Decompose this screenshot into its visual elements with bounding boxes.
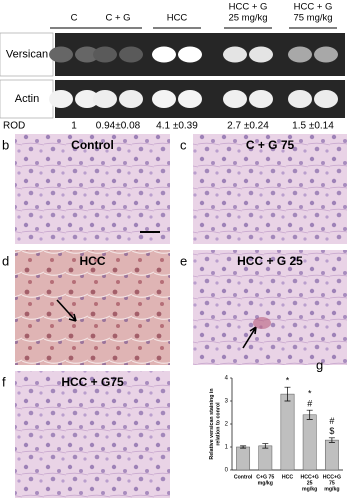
band	[119, 46, 143, 63]
panel-title: Control	[71, 138, 114, 152]
rod-value: 4.1 ±0.39	[156, 121, 198, 132]
band	[314, 46, 338, 63]
histology-image	[15, 134, 170, 244]
lane-label: 75 mg/kg	[293, 13, 332, 24]
band	[93, 46, 117, 63]
band	[178, 90, 202, 108]
error-bar	[284, 386, 291, 402]
error-bar	[306, 409, 313, 420]
stain	[253, 317, 271, 329]
panel-letter: g	[316, 357, 323, 372]
panel-title: HCC + G 25	[237, 254, 303, 268]
y-tick-label: 0	[225, 468, 229, 474]
y-axis-label-line: relation to conrol	[216, 402, 222, 446]
panel-letter: b	[2, 137, 9, 152]
histology-image	[193, 134, 347, 244]
panel-title: HCC + G75	[61, 375, 124, 389]
bar	[280, 393, 295, 471]
error-bar	[328, 437, 335, 443]
histology-image	[15, 250, 170, 365]
band	[223, 90, 247, 108]
error-bar	[262, 443, 269, 449]
band	[152, 46, 176, 63]
bar	[324, 439, 339, 471]
row-label-box	[0, 32, 54, 77]
y-axis-label: Relative versican staining inrelation to…	[209, 388, 222, 459]
band	[75, 90, 99, 108]
significance-mark: $	[329, 426, 334, 436]
significance-mark: *	[308, 389, 312, 399]
band	[93, 90, 117, 108]
arrow	[56, 299, 77, 322]
panel-title: C + G 75	[246, 138, 295, 152]
x-tick-label: mg/kg	[258, 480, 273, 486]
row-label: Actin	[15, 93, 39, 105]
histology-image	[15, 371, 170, 498]
lane-label: HCC	[167, 13, 188, 24]
band	[223, 46, 247, 63]
rod-value: 0.94±0.08	[96, 121, 141, 132]
panel-letter: e	[180, 253, 187, 268]
significance-mark: #	[307, 399, 312, 409]
band	[152, 90, 176, 108]
histology-image	[193, 250, 347, 365]
x-tick-label: Control	[234, 474, 253, 480]
x-tick-label: 75	[329, 480, 335, 486]
rod-value: 1.5 ±0.14	[292, 121, 334, 132]
panel-letter: c	[180, 137, 187, 152]
x-tick-label: C+G 75	[256, 474, 274, 480]
band	[49, 90, 73, 108]
y-tick-label: 3	[225, 399, 229, 405]
band	[288, 90, 312, 108]
x-tick-label: 25	[307, 480, 313, 486]
lane-label: HCC + G	[294, 2, 333, 13]
panel-letter: f	[2, 374, 6, 389]
significance-mark: *	[286, 376, 290, 386]
band	[288, 46, 312, 63]
x-tick-label: mg/kg	[302, 486, 317, 492]
rod-label: ROD	[3, 121, 25, 132]
lane-label: C	[71, 13, 78, 24]
lane-label: HCC + G	[229, 2, 268, 13]
rod-value: 1	[71, 121, 77, 132]
y-tick-label: 2	[225, 422, 229, 428]
y-tick-label: 4	[225, 376, 229, 382]
panel-letter: d	[2, 253, 9, 268]
rod-value: 2.7 ±0.24	[227, 121, 269, 132]
error-bar	[240, 445, 247, 449]
x-tick-label: mg/kg	[324, 486, 339, 492]
band	[119, 90, 143, 108]
band	[75, 46, 99, 63]
band	[314, 90, 338, 108]
x-tick-label: HCC+G	[301, 474, 319, 480]
significance-mark: #	[329, 416, 334, 426]
arrow	[242, 326, 257, 349]
row-label: Versican	[6, 48, 48, 60]
bar	[302, 414, 317, 471]
panel-title: HCC	[80, 254, 106, 268]
y-axis-label-line: Relative versican staining in	[209, 388, 215, 459]
x-tick-label: HCC	[282, 474, 293, 480]
bar	[258, 445, 273, 471]
bar	[236, 446, 251, 471]
chart-bg	[193, 371, 347, 500]
band	[249, 46, 273, 63]
band	[178, 46, 202, 63]
x-tick-label: HCC+G	[323, 474, 341, 480]
lane-label: 25 mg/kg	[228, 13, 267, 24]
band	[249, 90, 273, 108]
band	[49, 46, 73, 63]
lane-label: C + G	[105, 13, 130, 24]
y-tick-label: 1	[225, 445, 229, 451]
